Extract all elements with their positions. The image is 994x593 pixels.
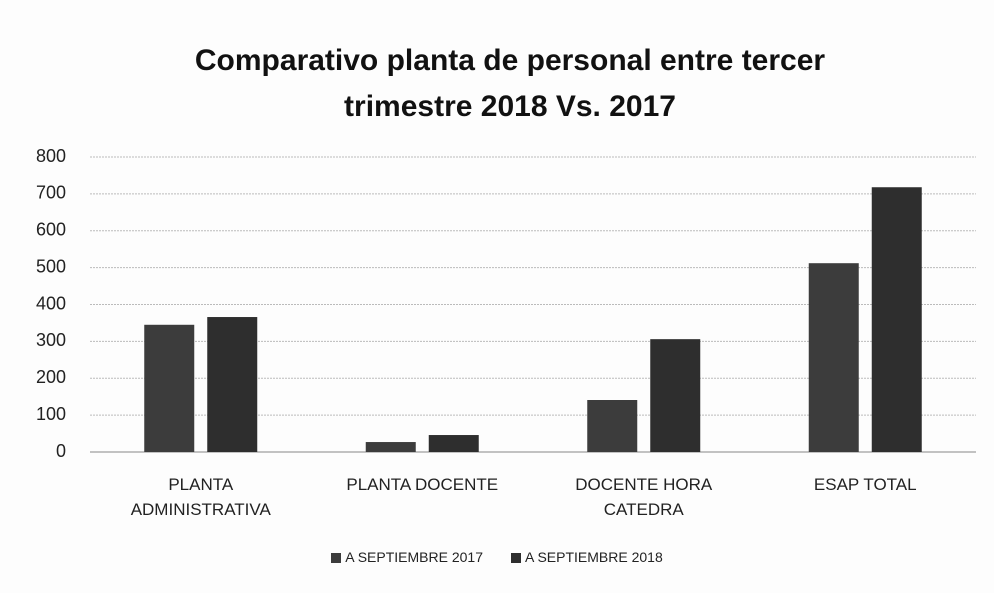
bar — [365, 442, 416, 452]
y-tick-label: 0 — [56, 441, 66, 461]
y-tick-label: 500 — [36, 256, 66, 276]
bar — [650, 339, 701, 452]
bar — [428, 435, 479, 452]
bar — [808, 263, 859, 452]
legend-label: A SEPTIEMBRE 2017 — [345, 549, 483, 565]
legend: A SEPTIEMBRE 2017 A SEPTIEMBRE 2018 — [0, 549, 994, 565]
x-tick-label: PLANTA ADMINISTRATIVA — [130, 475, 271, 519]
bar — [587, 400, 638, 452]
y-tick-label: 800 — [36, 146, 66, 166]
x-tick-label: PLANTA DOCENTE — [346, 475, 499, 494]
x-tick-label: DOCENTE HORA CATEDRA — [575, 475, 713, 519]
y-tick-label: 200 — [36, 367, 66, 387]
legend-item: A SEPTIEMBRE 2018 — [511, 549, 663, 565]
y-tick-label: 300 — [36, 330, 66, 350]
x-tick-label: ESAP TOTAL — [813, 475, 917, 494]
bar — [207, 317, 258, 452]
legend-swatch — [511, 553, 521, 563]
bar — [144, 324, 195, 452]
y-tick-label: 100 — [36, 404, 66, 424]
y-tick-label: 600 — [36, 220, 66, 240]
legend-swatch — [331, 553, 342, 563]
chart-title: Comparativo planta de personal entre ter… — [194, 44, 826, 123]
y-tick-label: 700 — [36, 183, 66, 203]
y-tick-label: 400 — [36, 293, 66, 313]
legend-label: A SEPTIEMBRE 2018 — [525, 549, 663, 565]
bar — [871, 187, 922, 453]
legend-item: A SEPTIEMBRE 2017 — [331, 549, 483, 565]
